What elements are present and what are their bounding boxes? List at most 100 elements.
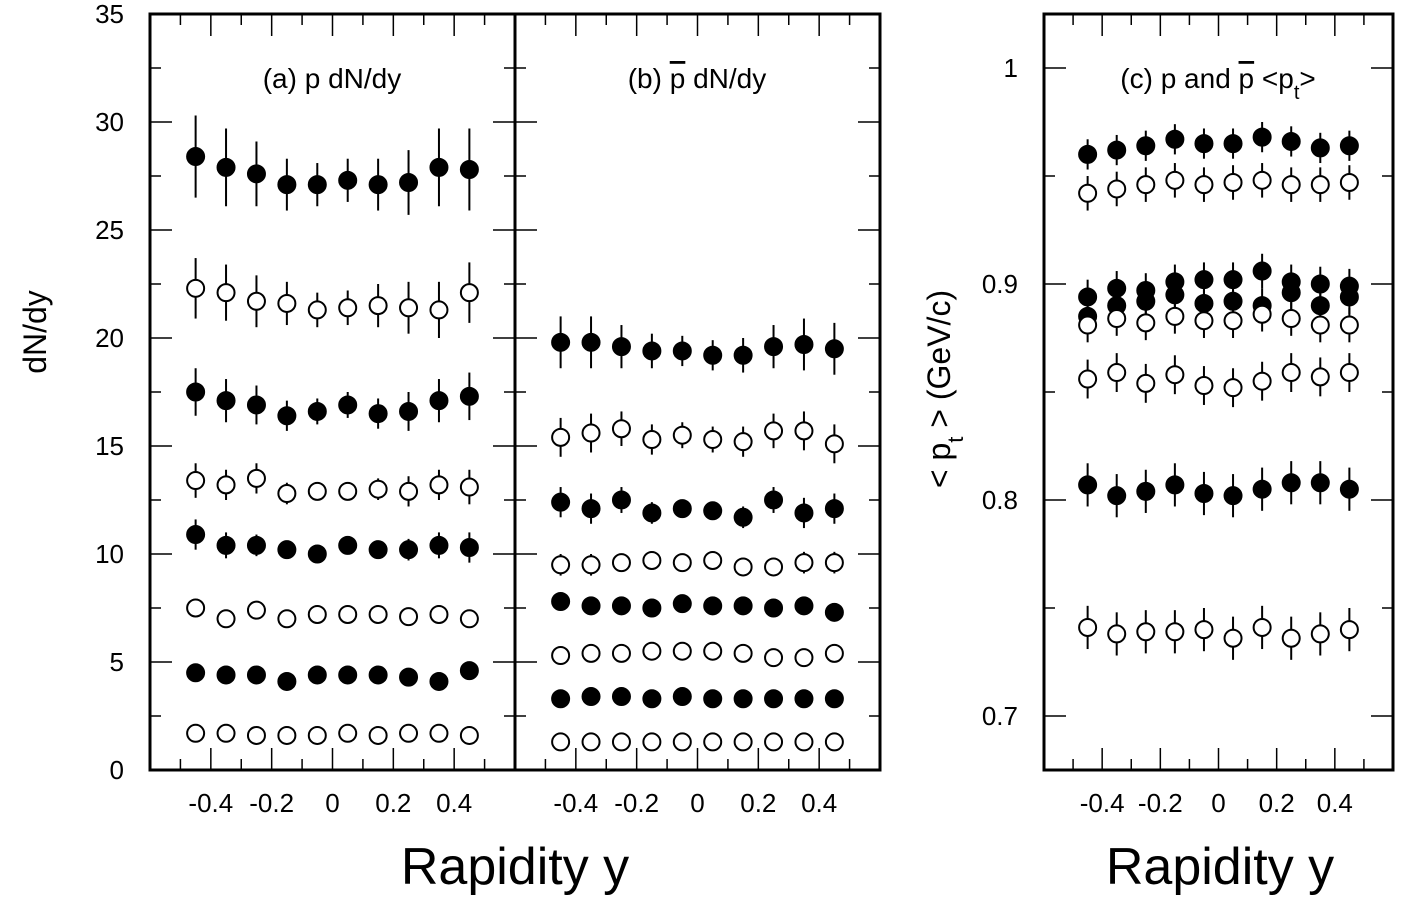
data-point bbox=[551, 492, 571, 512]
data-point bbox=[824, 643, 844, 663]
data-point bbox=[672, 553, 692, 573]
x-tick-label: 0.2 bbox=[1259, 788, 1295, 818]
data-point bbox=[277, 671, 297, 691]
data-point bbox=[277, 175, 297, 195]
data-point bbox=[824, 689, 844, 709]
panel-label: (c) p and p <pt> bbox=[1120, 63, 1316, 104]
data-point bbox=[703, 732, 723, 752]
data-point bbox=[642, 503, 662, 523]
data-point bbox=[307, 175, 327, 195]
data-point bbox=[1310, 175, 1330, 195]
panel-c: 0.7 0.8 0.9 1 -0.4 -0.2 0 0.2 0.4 (c) p and p <pt… bbox=[921, 12, 1395, 818]
series-6 bbox=[1078, 353, 1359, 408]
data-point bbox=[672, 341, 692, 361]
y-tick-label: 1 bbox=[1004, 53, 1018, 83]
series-1 bbox=[551, 316, 844, 375]
data-point bbox=[703, 596, 723, 616]
data-point bbox=[1310, 624, 1330, 644]
data-point bbox=[551, 427, 571, 447]
data-point bbox=[338, 604, 358, 624]
data-point bbox=[186, 147, 206, 167]
data-point bbox=[1252, 304, 1272, 324]
y-tick-label: 10 bbox=[95, 539, 124, 569]
data-point bbox=[794, 503, 814, 523]
data-point bbox=[672, 499, 692, 519]
data-point bbox=[246, 535, 266, 555]
data-point bbox=[1194, 175, 1214, 195]
data-point bbox=[733, 345, 753, 365]
data-point bbox=[733, 732, 753, 752]
data-point bbox=[611, 490, 631, 510]
data-point bbox=[459, 283, 479, 303]
data-point bbox=[824, 602, 844, 622]
data-point bbox=[824, 434, 844, 454]
data-point bbox=[824, 339, 844, 359]
data-point bbox=[246, 164, 266, 184]
series-4 bbox=[551, 550, 844, 577]
data-point bbox=[1136, 136, 1156, 156]
y-tick-label: 25 bbox=[95, 215, 124, 245]
x-tick-label: -0.4 bbox=[1080, 788, 1125, 818]
data-point bbox=[733, 689, 753, 709]
data-point bbox=[399, 172, 419, 192]
panel-label: (a) p dN/dy bbox=[263, 63, 402, 94]
x-axis-title-right: Rapidity y bbox=[1106, 838, 1334, 896]
data-point bbox=[1165, 129, 1185, 149]
series-3 bbox=[186, 368, 479, 431]
data-point bbox=[642, 732, 662, 752]
data-point bbox=[672, 732, 692, 752]
data-point bbox=[1078, 315, 1098, 335]
data-point bbox=[399, 607, 419, 627]
data-point bbox=[642, 430, 662, 450]
x-tick-label: -0.4 bbox=[188, 788, 233, 818]
data-point bbox=[733, 557, 753, 577]
data-point bbox=[1252, 261, 1272, 281]
x-tick-label: 0.2 bbox=[375, 788, 411, 818]
series-5 bbox=[186, 519, 479, 564]
data-point bbox=[764, 421, 784, 441]
data-point bbox=[824, 499, 844, 519]
series-2 bbox=[551, 411, 844, 464]
data-point bbox=[307, 665, 327, 685]
data-point bbox=[733, 643, 753, 663]
data-point bbox=[703, 430, 723, 450]
data-point bbox=[794, 648, 814, 668]
data-point bbox=[551, 732, 571, 752]
plot-frame bbox=[1042, 12, 1395, 772]
data-point bbox=[1165, 170, 1185, 190]
data-point bbox=[764, 557, 784, 577]
data-point bbox=[794, 553, 814, 573]
data-point bbox=[1165, 622, 1185, 642]
data-point bbox=[1281, 363, 1301, 383]
data-point bbox=[459, 386, 479, 406]
data-point bbox=[733, 507, 753, 527]
series-5 bbox=[551, 592, 844, 622]
data-point bbox=[1223, 134, 1243, 154]
data-point bbox=[1252, 479, 1272, 499]
x-tick-label: -0.2 bbox=[1138, 788, 1183, 818]
x-axis-title-left: Rapidity y bbox=[401, 838, 629, 896]
data-point bbox=[1310, 315, 1330, 335]
data-point bbox=[307, 401, 327, 421]
data-point bbox=[368, 175, 388, 195]
data-point bbox=[1252, 127, 1272, 147]
data-point bbox=[1252, 371, 1272, 391]
y-tick-label: 30 bbox=[95, 107, 124, 137]
data-point bbox=[459, 609, 479, 629]
series-8 bbox=[551, 732, 844, 752]
data-point bbox=[642, 598, 662, 618]
data-point bbox=[277, 725, 297, 745]
data-point bbox=[611, 732, 631, 752]
data-point bbox=[1339, 479, 1359, 499]
data-point bbox=[1107, 309, 1127, 329]
x-tick-label: -0.2 bbox=[614, 788, 659, 818]
data-point bbox=[1339, 620, 1359, 640]
data-point bbox=[642, 341, 662, 361]
data-point bbox=[216, 723, 236, 743]
data-point bbox=[794, 334, 814, 354]
panel-label: (b) p dN/dy bbox=[628, 63, 767, 94]
data-point bbox=[581, 332, 601, 352]
data-point bbox=[824, 553, 844, 573]
data-point bbox=[1107, 486, 1127, 506]
data-point bbox=[368, 540, 388, 560]
